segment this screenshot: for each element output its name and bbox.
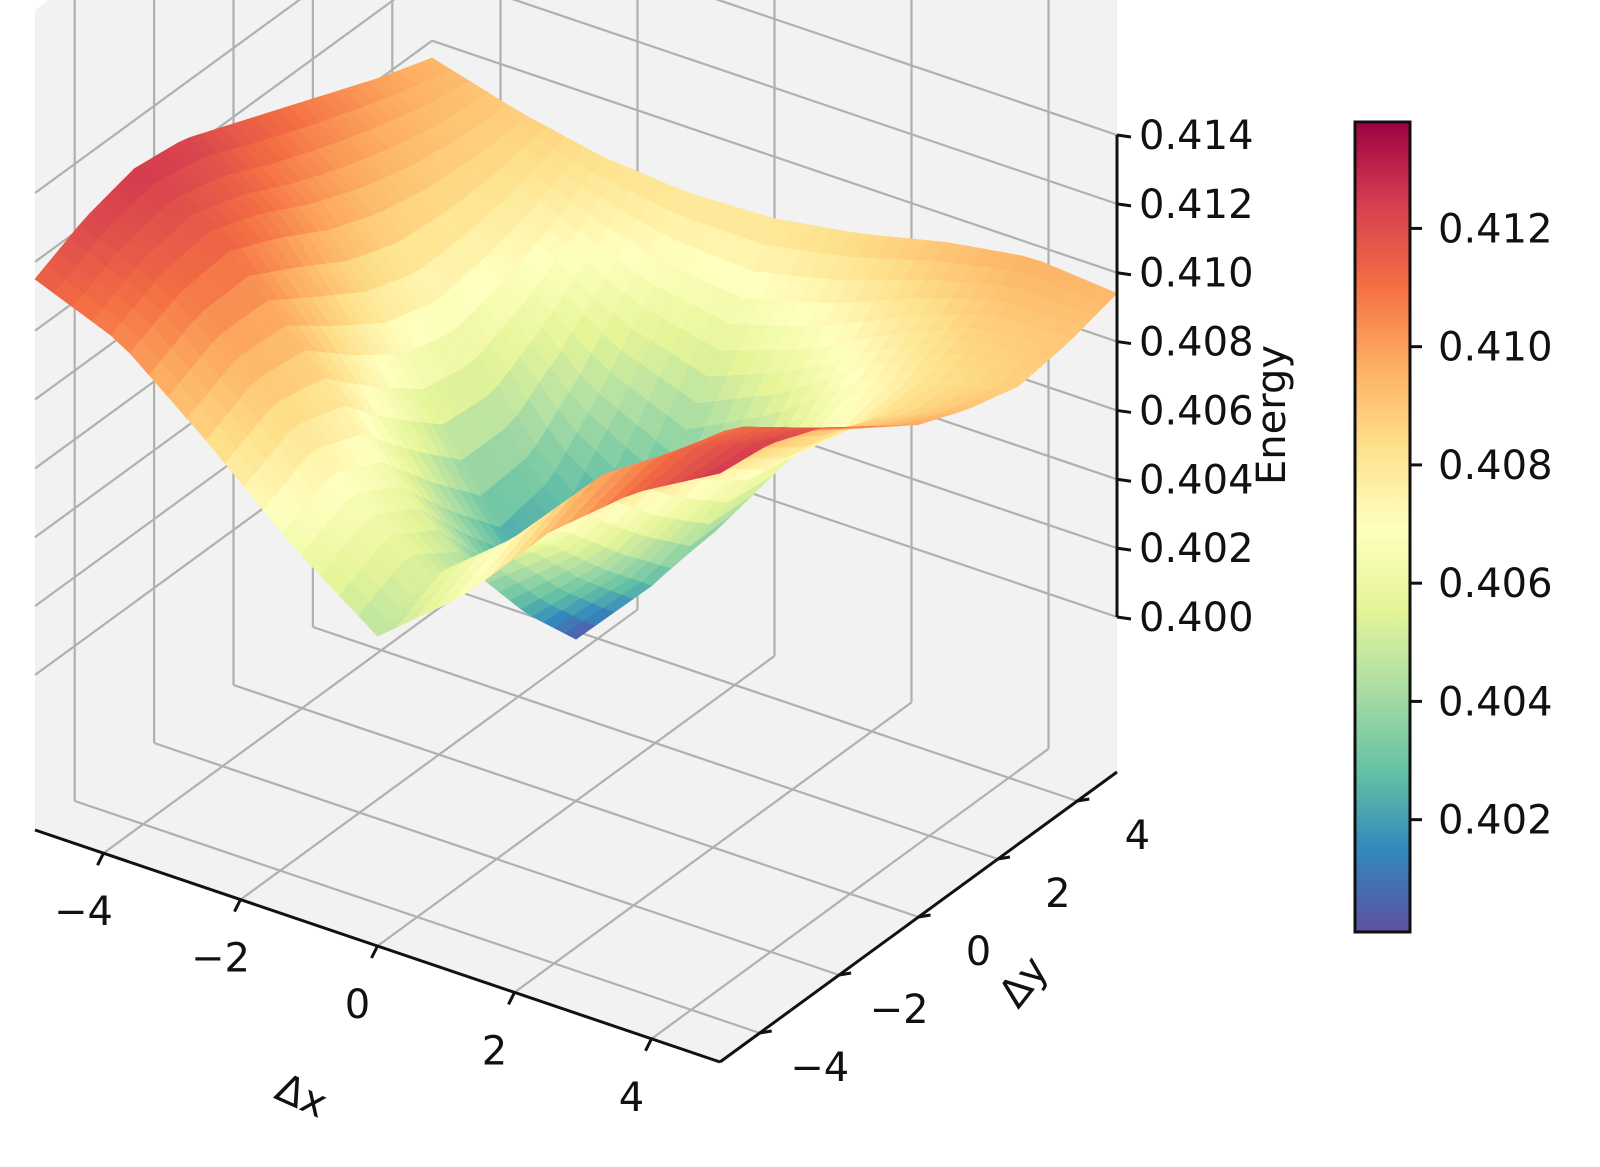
- z-tick-label: 0.406: [1139, 388, 1254, 434]
- z-tick-label: 0.404: [1139, 457, 1254, 503]
- z-tick-label: 0.410: [1139, 251, 1254, 297]
- y-tick-mark: [839, 973, 851, 975]
- colorbar-tick-label: 0.410: [1438, 325, 1553, 371]
- z-tick-mark: [1117, 410, 1131, 412]
- y-tick-mark: [760, 1031, 772, 1033]
- z-tick-mark: [1117, 617, 1131, 619]
- y-tick-label: 4: [1125, 813, 1150, 859]
- y-tick-label: 2: [1045, 871, 1070, 917]
- z-tick-label: 0.400: [1139, 595, 1254, 641]
- y-tick-label: −2: [870, 987, 929, 1033]
- x-tick-mark: [235, 900, 241, 912]
- z-tick-label: 0.402: [1139, 526, 1254, 572]
- y-tick-label: 0: [966, 929, 991, 975]
- colorbar-tick-label: 0.404: [1438, 679, 1553, 725]
- y-tick-mark: [998, 857, 1010, 859]
- z-tick-mark: [1117, 548, 1131, 550]
- y-tick-label: −4: [790, 1045, 849, 1091]
- y-tick-mark: [919, 915, 931, 917]
- x-tick-label: 2: [482, 1028, 507, 1074]
- x-axis-label: Δx: [269, 1065, 334, 1128]
- z-tick-label: 0.412: [1139, 182, 1254, 228]
- colorbar-gradient: [1355, 122, 1410, 932]
- y-axis-label: Δy: [990, 948, 1058, 1017]
- x-tick-mark: [372, 946, 378, 958]
- z-tick-mark: [1117, 273, 1131, 275]
- colorbar-tick-label: 0.402: [1438, 798, 1553, 844]
- z-tick-label: 0.414: [1139, 113, 1254, 159]
- z-tick-mark: [1117, 342, 1131, 344]
- colorbar: 0.402 0.404 0.406 0.408 0.410 0.412: [1355, 122, 1553, 932]
- x-tick-label: 0: [345, 982, 370, 1028]
- colorbar-tick-label: 0.406: [1438, 561, 1553, 607]
- x-tick-label: 4: [619, 1075, 644, 1121]
- z-tick-mark: [1117, 135, 1131, 137]
- colorbar-tick-label: 0.412: [1438, 206, 1553, 252]
- z-tick-mark: [1117, 479, 1131, 481]
- y-tick-mark: [1077, 799, 1089, 801]
- x-tick-mark: [509, 992, 515, 1004]
- z-tick-label: 0.408: [1139, 320, 1254, 366]
- colorbar-tick-label: 0.408: [1438, 443, 1553, 489]
- x-tick-label: −2: [191, 936, 250, 982]
- x-tick-label: −4: [54, 889, 113, 935]
- z-axis-label: Energy: [1249, 345, 1295, 485]
- x-tick-mark: [646, 1039, 652, 1051]
- x-tick-mark: [98, 853, 104, 865]
- z-tick-mark: [1117, 204, 1131, 206]
